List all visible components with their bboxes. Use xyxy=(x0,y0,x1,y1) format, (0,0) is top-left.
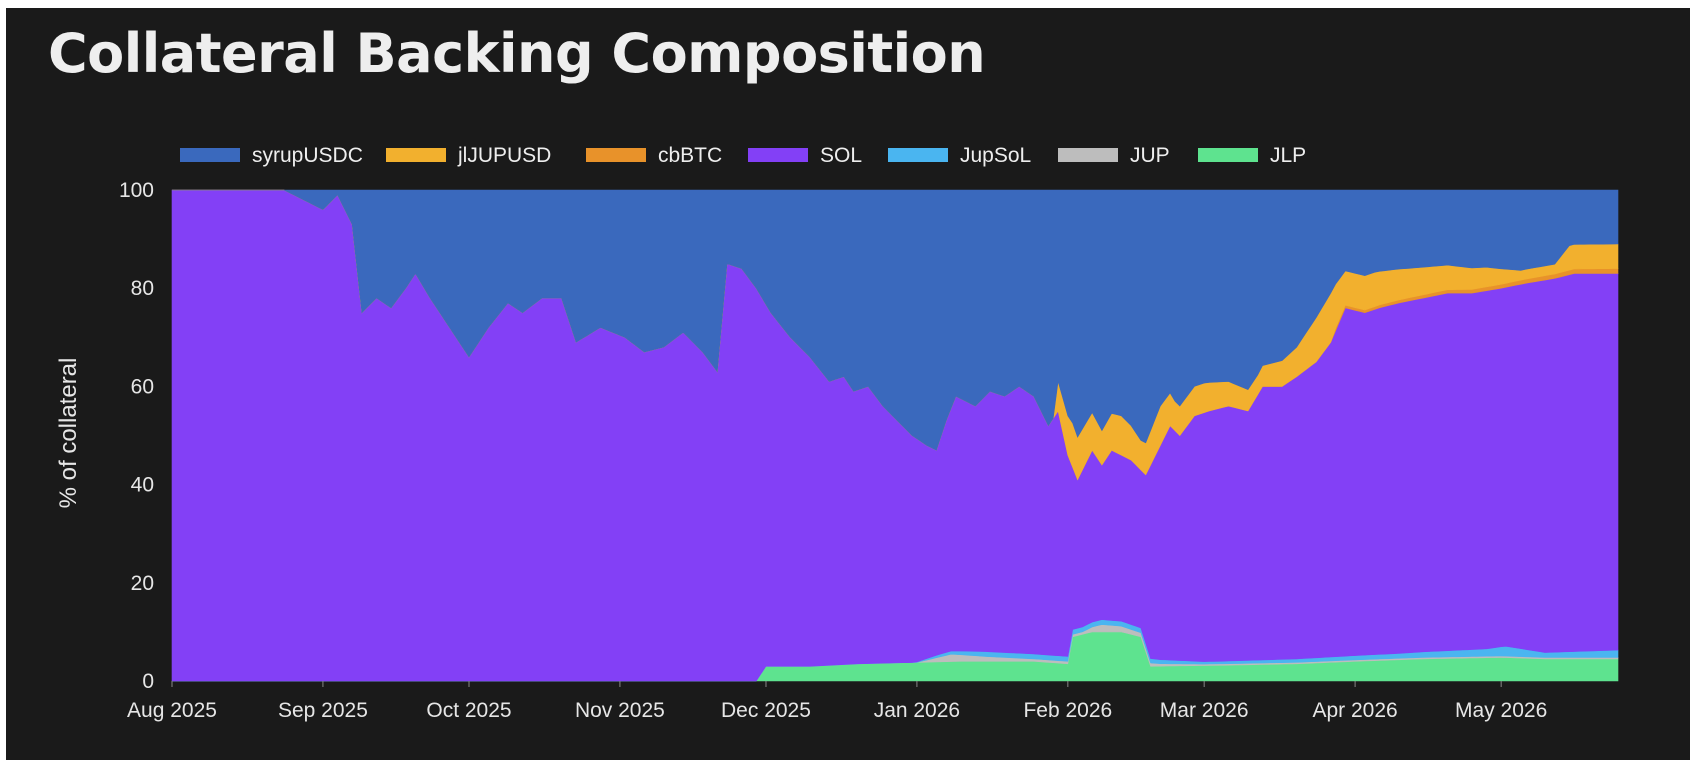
y-axis-label: % of collateral xyxy=(55,358,82,509)
y-tick-label: 60 xyxy=(131,375,154,398)
x-tick-label: Jan 2026 xyxy=(874,699,960,722)
plot-area xyxy=(171,189,1619,682)
legend-swatch-sol xyxy=(748,148,808,162)
x-tick-label: Oct 2025 xyxy=(426,699,511,722)
y-tick-label: 80 xyxy=(131,277,154,300)
y-tick-label: 100 xyxy=(119,179,154,202)
x-tick-label: Aug 2025 xyxy=(127,699,217,722)
legend-label-jup: JUP xyxy=(1130,144,1170,167)
legend-swatch-syrupusdc xyxy=(180,148,240,162)
legend-swatch-jup xyxy=(1058,148,1118,162)
chart-title: Collateral Backing Composition xyxy=(48,22,986,85)
legend-label-jlp: JLP xyxy=(1270,144,1306,167)
x-tick-label: Mar 2026 xyxy=(1160,699,1249,722)
legend-label-sol: SOL xyxy=(820,144,862,167)
x-tick-label: Nov 2025 xyxy=(575,699,665,722)
area-syrupusdc xyxy=(172,189,1619,451)
x-tick-label: Apr 2026 xyxy=(1312,699,1397,722)
legend-label-syrupusdc: syrupUSDC xyxy=(252,144,363,167)
y-axis: 0 20 40 60 80 100 xyxy=(119,179,154,693)
y-tick-label: 40 xyxy=(131,474,154,497)
legend: syrupUSDC jlJUPUSD cbBTC SOL JupSoL JUP JLP xyxy=(180,144,1306,167)
x-axis: Aug 2025 Sep 2025 Oct 2025 Nov 2025 Dec 2025… xyxy=(127,681,1547,722)
x-tick-label: Sep 2025 xyxy=(278,699,368,722)
legend-label-cbbtc: cbBTC xyxy=(658,144,722,167)
legend-swatch-jupsol xyxy=(888,148,948,162)
legend-swatch-jlp xyxy=(1198,148,1258,162)
x-tick-label: Feb 2026 xyxy=(1023,699,1112,722)
y-tick-label: 20 xyxy=(131,572,154,595)
x-tick-label: May 2026 xyxy=(1455,699,1547,722)
y-tick-label: 0 xyxy=(142,670,154,693)
legend-swatch-cbbtc xyxy=(586,148,646,162)
legend-swatch-jljupusd xyxy=(386,148,446,162)
legend-label-jupsol: JupSoL xyxy=(960,144,1031,167)
x-tick-label: Dec 2025 xyxy=(721,699,811,722)
legend-label-jljupusd: jlJUPUSD xyxy=(457,144,551,167)
